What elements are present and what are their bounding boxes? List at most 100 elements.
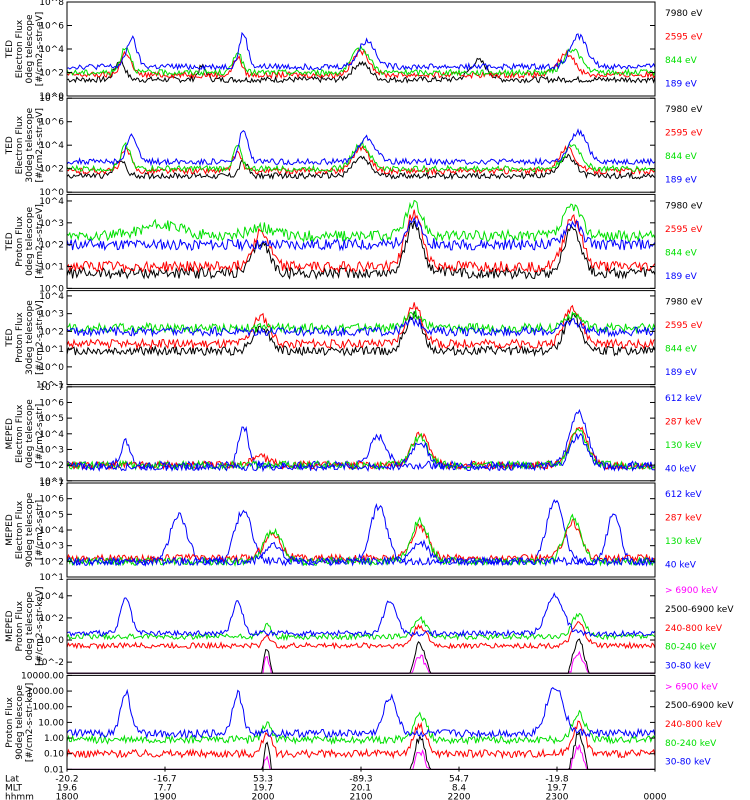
y-tick-label: 10^2 bbox=[39, 165, 64, 175]
y-tick-label: 10^2 bbox=[39, 241, 64, 251]
x-tick-label: -16.7 bbox=[153, 775, 176, 785]
y-axis-label-line: 0deg telescope bbox=[25, 591, 35, 661]
y-tick-label: 1.00 bbox=[44, 734, 64, 744]
legend-entry: 30-80 keV bbox=[665, 661, 711, 671]
y-tick-label: 10^4 bbox=[39, 141, 64, 151]
series-line-1 bbox=[67, 650, 655, 674]
series-line-2 bbox=[66, 518, 656, 564]
y-axis-label-line: Electron Flux bbox=[15, 19, 25, 78]
series-line-3 bbox=[66, 720, 656, 760]
legend-entry: 40 keV bbox=[665, 561, 697, 571]
series-line-3 bbox=[66, 199, 656, 243]
x-tick-label: 7.7 bbox=[158, 784, 172, 794]
series-line-4 bbox=[66, 539, 656, 567]
y-axis-label-line: 0deg telescope bbox=[25, 206, 35, 276]
legend-entry: 287 keV bbox=[665, 417, 702, 427]
y-tick-label: 10^4 bbox=[39, 197, 64, 207]
y-tick-label: 10^2 bbox=[39, 461, 64, 471]
series-line-2 bbox=[66, 209, 656, 274]
x-tick-label: 53.3 bbox=[253, 775, 273, 785]
x-row-label: MLT bbox=[5, 784, 23, 794]
y-axis-label-line: 90deg telescope bbox=[15, 685, 25, 760]
y-tick-label: 10^1 bbox=[39, 477, 64, 487]
y-tick-label: 10^4 bbox=[39, 45, 64, 55]
y-axis-label-line: [#/cm2-s-str] bbox=[35, 500, 45, 560]
y-axis-label-line: [#/cm2-s-str-eV] bbox=[35, 300, 45, 375]
series-line-4 bbox=[66, 432, 656, 473]
x-axis-group: LatMLThhmm2021-20.219.61800Jun 07-16.77.… bbox=[5, 766, 667, 800]
x-row-label: Lat bbox=[5, 775, 20, 785]
legend-entry: > 6900 keV bbox=[665, 586, 719, 596]
x-tick-label: 2100 bbox=[350, 793, 373, 800]
y-axis-label-line: [#/cm2-s-str-keV] bbox=[25, 683, 35, 762]
y-axis-label-line: MEPED bbox=[5, 418, 15, 450]
y-axis-label-line: MEPED bbox=[5, 610, 15, 642]
legend-entry: 844 eV bbox=[665, 152, 698, 162]
x-tick-label: 19.7 bbox=[253, 784, 273, 794]
y-tick-label: 10^-1 bbox=[36, 381, 64, 391]
legend-entry: 30-80 keV bbox=[665, 758, 711, 768]
y-axis-label-line: 90deg telescope bbox=[25, 492, 35, 567]
legend-entry: 40 keV bbox=[665, 464, 697, 474]
series-line-4 bbox=[66, 31, 656, 72]
x-tick-label: 2300 bbox=[546, 793, 569, 800]
y-tick-label: 10^3 bbox=[39, 310, 64, 320]
y-tick-label: 10^4 bbox=[39, 526, 64, 536]
x-tick-label: 20.1 bbox=[351, 784, 371, 794]
y-axis-label: MEPEDElectron Flux0deg telescope[#/cm2-s… bbox=[5, 399, 45, 469]
y-axis-label: TEDElectron Flux30deg telescope[#/cm2-s-… bbox=[5, 107, 45, 182]
series-line-4 bbox=[66, 128, 656, 167]
y-tick-label: 10^1 bbox=[39, 345, 64, 355]
legend-entry: 844 eV bbox=[665, 248, 698, 258]
series-line-2 bbox=[66, 48, 656, 80]
x-tick-label: -89.3 bbox=[349, 775, 372, 785]
series-line-2 bbox=[66, 426, 655, 471]
series-line-5 bbox=[66, 591, 656, 638]
y-tick-label: 10^0 bbox=[39, 188, 64, 198]
legend-entry: 2500-6900 keV bbox=[665, 605, 734, 615]
y-axis-label-line: 0deg telescope bbox=[25, 14, 35, 84]
legend-entry: 844 eV bbox=[665, 56, 698, 66]
y-axis-label: Proton Flux90deg telescope[#/cm2-s-str-k… bbox=[5, 683, 35, 762]
y-tick-label: 10^2 bbox=[39, 557, 64, 567]
legend-entry: 7980 eV bbox=[665, 201, 703, 211]
y-tick-label: 10000.00 bbox=[21, 671, 64, 681]
y-axis-label-line: 0deg telescope bbox=[25, 399, 35, 469]
series-line-1 bbox=[66, 57, 656, 84]
y-tick-label: 10^0 bbox=[39, 284, 64, 294]
panel-1: 10^0 10^2 10^4 10^6 10^8 TEDElectron Flux0deg… bbox=[5, 0, 703, 102]
x-tick-label: 54.7 bbox=[449, 775, 469, 785]
legend-entry: 2500-6900 keV bbox=[665, 701, 734, 711]
y-axis-label-line: TED bbox=[5, 40, 15, 59]
y-tick-label: 10^1 bbox=[39, 573, 64, 583]
panel-8: 0.01 0.10 1.00 10.00 100.00 1000.00 10000.00 Pr… bbox=[5, 671, 734, 775]
legend-entry: 189 eV bbox=[665, 176, 698, 186]
panel-5: 10^1 10^2 10^3 10^4 10^5 10^6 10^7 MEPEDElectro… bbox=[5, 383, 702, 487]
x-tick-label: 8.4 bbox=[452, 784, 467, 794]
y-tick-label: 10^2 bbox=[39, 327, 64, 337]
y-axis-label: TEDProton Flux0deg telescope[#/cm2-s-str… bbox=[5, 204, 45, 279]
series-line-3 bbox=[66, 620, 656, 650]
y-tick-label: 10^2 bbox=[39, 69, 64, 79]
legend-entry: 2595 eV bbox=[665, 129, 703, 139]
y-tick-label: 10^0 bbox=[39, 636, 64, 646]
series-line-3 bbox=[66, 45, 656, 78]
y-tick-label: 10^3 bbox=[39, 445, 64, 455]
panel-2: 10^0 10^2 10^4 10^6 10^8 TEDElectron Flux30de… bbox=[5, 94, 703, 198]
series-line-3 bbox=[66, 309, 656, 335]
y-tick-label: 10^1 bbox=[39, 263, 64, 273]
y-tick-label: 10^3 bbox=[39, 219, 64, 229]
y-axis-label-line: TED bbox=[5, 328, 15, 347]
series-line-4 bbox=[66, 316, 656, 338]
legend-entry: 130 keV bbox=[665, 537, 702, 547]
y-axis-label-line: MEPED bbox=[5, 514, 15, 546]
y-tick-label: 10^6 bbox=[39, 22, 64, 32]
y-axis-label-line: [#/cm2-s-str-keV] bbox=[35, 586, 45, 665]
legend-entry: 2595 eV bbox=[665, 321, 703, 331]
legend-entry: 612 keV bbox=[665, 394, 702, 404]
legend-entry: 189 eV bbox=[665, 368, 698, 378]
